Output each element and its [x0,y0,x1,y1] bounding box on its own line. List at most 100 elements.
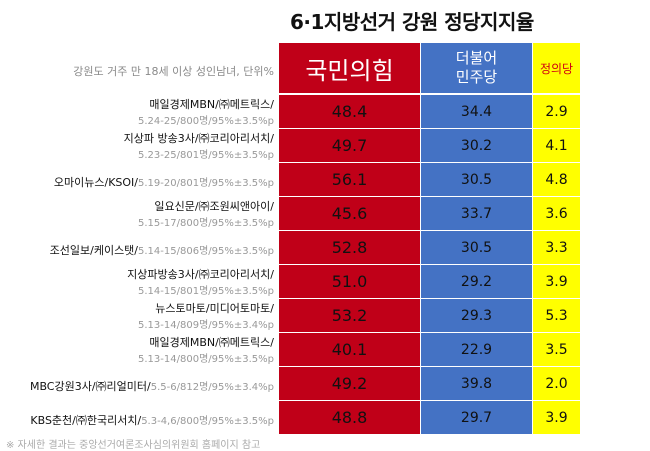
value-democratic-cell: 29.2 [421,265,532,298]
value-democratic-cell: 33.7 [421,197,532,230]
table-row: 매일경제MBN/㈜메트릭스/5.24-25/800명/95%±3.5%p 48.4… [0,95,600,128]
value-ppp: 53.2 [331,306,368,325]
value-justice-cell: 4.8 [533,163,580,196]
value-democratic: 30.5 [460,239,493,256]
poll-source: 뉴스토마토/미디어토마토/ [155,302,274,315]
poll-source: 조선일보/케이스탯/ [49,244,139,257]
value-ppp: 48.4 [331,102,368,121]
poll-source: 매일경제MBN/㈜메트릭스/ [149,98,274,111]
value-democratic-cell: 39.8 [421,367,532,400]
value-justice: 2.0 [545,375,568,392]
value-justice: 3.5 [545,341,568,358]
poll-source: 지상파 방송3사/㈜코리아리서치/ [123,132,274,145]
header-democratic: 더불어 민주당 [421,43,532,93]
table-row: MBC강원3사/㈜리얼미터/5.5-6/812명/95%±3.4%p 49.2 39… [0,367,600,400]
footnote: ※ 자세한 결과는 중앙선거여론조사심의위원회 홈페이지 참고 [6,440,261,451]
value-justice-cell: 4.1 [533,129,580,162]
chart-title: 6·1지방선거 강원 정당지지율 [290,10,534,34]
poll-meta: 5.13-14/800명/95%±3.5%p [138,354,274,365]
poll-meta: 5.15-17/800명/95%±3.5%p [138,218,274,229]
value-ppp-cell: 49.7 [279,129,420,162]
value-justice-cell: 3.3 [533,231,580,264]
table-row: 오마이뉴스/KSOI/5.19-20/801명/95%±3.5%p 56.1 30.… [0,163,600,196]
value-justice-cell: 3.9 [533,265,580,298]
value-democratic-cell: 30.5 [421,163,532,196]
value-democratic: 39.8 [460,375,493,392]
header-ppp: 국민의힘 [279,43,420,93]
header-justice: 정의당 [533,43,580,93]
value-justice-cell: 5.3 [533,299,580,332]
value-democratic: 30.5 [460,171,493,188]
poll-source: 매일경제MBN/㈜메트릭스/ [149,336,274,349]
value-justice: 2.9 [545,103,568,120]
value-democratic: 29.3 [460,307,493,324]
value-ppp: 51.0 [331,272,368,291]
row-label: 오마이뉴스/KSOI/5.19-20/801명/95%±3.5%p [54,171,274,190]
value-ppp-cell: 48.8 [279,401,420,434]
table-row: 일요신문/㈜조원씨앤아이/5.15-17/800명/95%±3.5%p 45.6 3… [0,197,600,230]
value-democratic-cell: 34.4 [421,95,532,128]
table-row: 조선일보/케이스탯/5.14-15/806명/95%±3.5%p 52.8 30.5… [0,231,600,264]
value-democratic: 33.7 [460,205,493,222]
value-democratic-cell: 29.7 [421,401,532,434]
value-ppp-cell: 53.2 [279,299,420,332]
value-justice-cell: 3.9 [533,401,580,434]
poll-meta: 5.24-25/800명/95%±3.5%p [138,116,274,127]
table-row: 뉴스토마토/미디어토마토/5.13-14/809명/95%±3.4%p 53.2 2… [0,299,600,332]
table-row: 매일경제MBN/㈜메트릭스/5.13-14/800명/95%±3.5%p 40.1… [0,333,600,366]
value-justice: 3.6 [545,205,568,222]
row-label: 조선일보/케이스탯/5.14-15/806명/95%±3.5%p [50,239,274,258]
value-justice: 5.3 [545,307,568,324]
value-ppp: 49.7 [331,136,368,155]
poll-source: MBC강원3사/㈜리얼미터/ [29,380,151,393]
value-ppp: 45.6 [331,204,368,223]
survey-note: 강원도 거주 만 18세 이상 성인남녀, 단위% [73,65,274,78]
row-label: KBS춘천/㈜한국리서치/5.3-4,6/800명/95%±3.5%p [30,409,274,428]
value-justice-cell: 3.5 [533,333,580,366]
table-row: 지상파방송3사/㈜코리아리서치/5.14-15/801명/95%±3.5%p 51… [0,265,600,298]
poll-meta: 5.19-20/801명/95%±3.5%p [138,178,274,189]
value-democratic: 22.9 [460,341,493,358]
value-ppp-cell: 52.8 [279,231,420,264]
poll-source: 오마이뉴스/KSOI/ [53,176,139,189]
value-democratic-cell: 22.9 [421,333,532,366]
poll-source: KBS춘천/㈜한국리서치/ [30,414,142,427]
value-democratic: 34.4 [460,103,493,120]
value-justice: 4.1 [545,137,568,154]
value-democratic-cell: 30.2 [421,129,532,162]
table-row: 지상파 방송3사/㈜코리아리서치/5.23-25/801명/95%±3.5%p 4… [0,129,600,162]
poll-meta: 5.5-6/812명/95%±3.4%p [150,382,274,393]
poll-meta: 5.14-15/806명/95%±3.5%p [138,246,274,257]
value-ppp: 56.1 [331,170,368,189]
value-justice-cell: 2.9 [533,95,580,128]
poll-source: 지상파방송3사/㈜코리아리서치/ [127,268,274,281]
value-ppp: 48.8 [331,408,368,427]
poll-meta: 5.14-15/801명/95%±3.5%p [138,286,274,297]
value-ppp-cell: 49.2 [279,367,420,400]
poll-meta: 5.13-14/809명/95%±3.4%p [138,320,274,331]
value-democratic: 29.7 [460,409,493,426]
value-ppp-cell: 45.6 [279,197,420,230]
value-justice: 4.8 [545,171,568,188]
value-ppp-cell: 48.4 [279,95,420,128]
value-justice: 3.9 [545,409,568,426]
value-ppp-cell: 56.1 [279,163,420,196]
poll-meta: 5.23-25/801명/95%±3.5%p [138,150,274,161]
value-ppp: 40.1 [331,340,368,359]
value-justice-cell: 2.0 [533,367,580,400]
value-ppp: 52.8 [331,238,368,257]
value-justice: 3.3 [545,239,568,256]
value-justice: 3.9 [545,273,568,290]
value-democratic: 29.2 [460,273,493,290]
value-democratic-cell: 29.3 [421,299,532,332]
value-ppp-cell: 40.1 [279,333,420,366]
table-row: KBS춘천/㈜한국리서치/5.3-4,6/800명/95%±3.5%p 48.8 2… [0,401,600,434]
value-ppp-cell: 51.0 [279,265,420,298]
poll-source: 일요신문/㈜조원씨앤아이/ [154,200,274,213]
value-democratic-cell: 30.5 [421,231,532,264]
value-justice-cell: 3.6 [533,197,580,230]
value-ppp: 49.2 [331,374,368,393]
row-label: MBC강원3사/㈜리얼미터/5.5-6/812명/95%±3.4%p [30,375,274,394]
value-democratic: 30.2 [460,137,493,154]
poll-meta: 5.3-4,6/800명/95%±3.5%p [141,416,274,427]
